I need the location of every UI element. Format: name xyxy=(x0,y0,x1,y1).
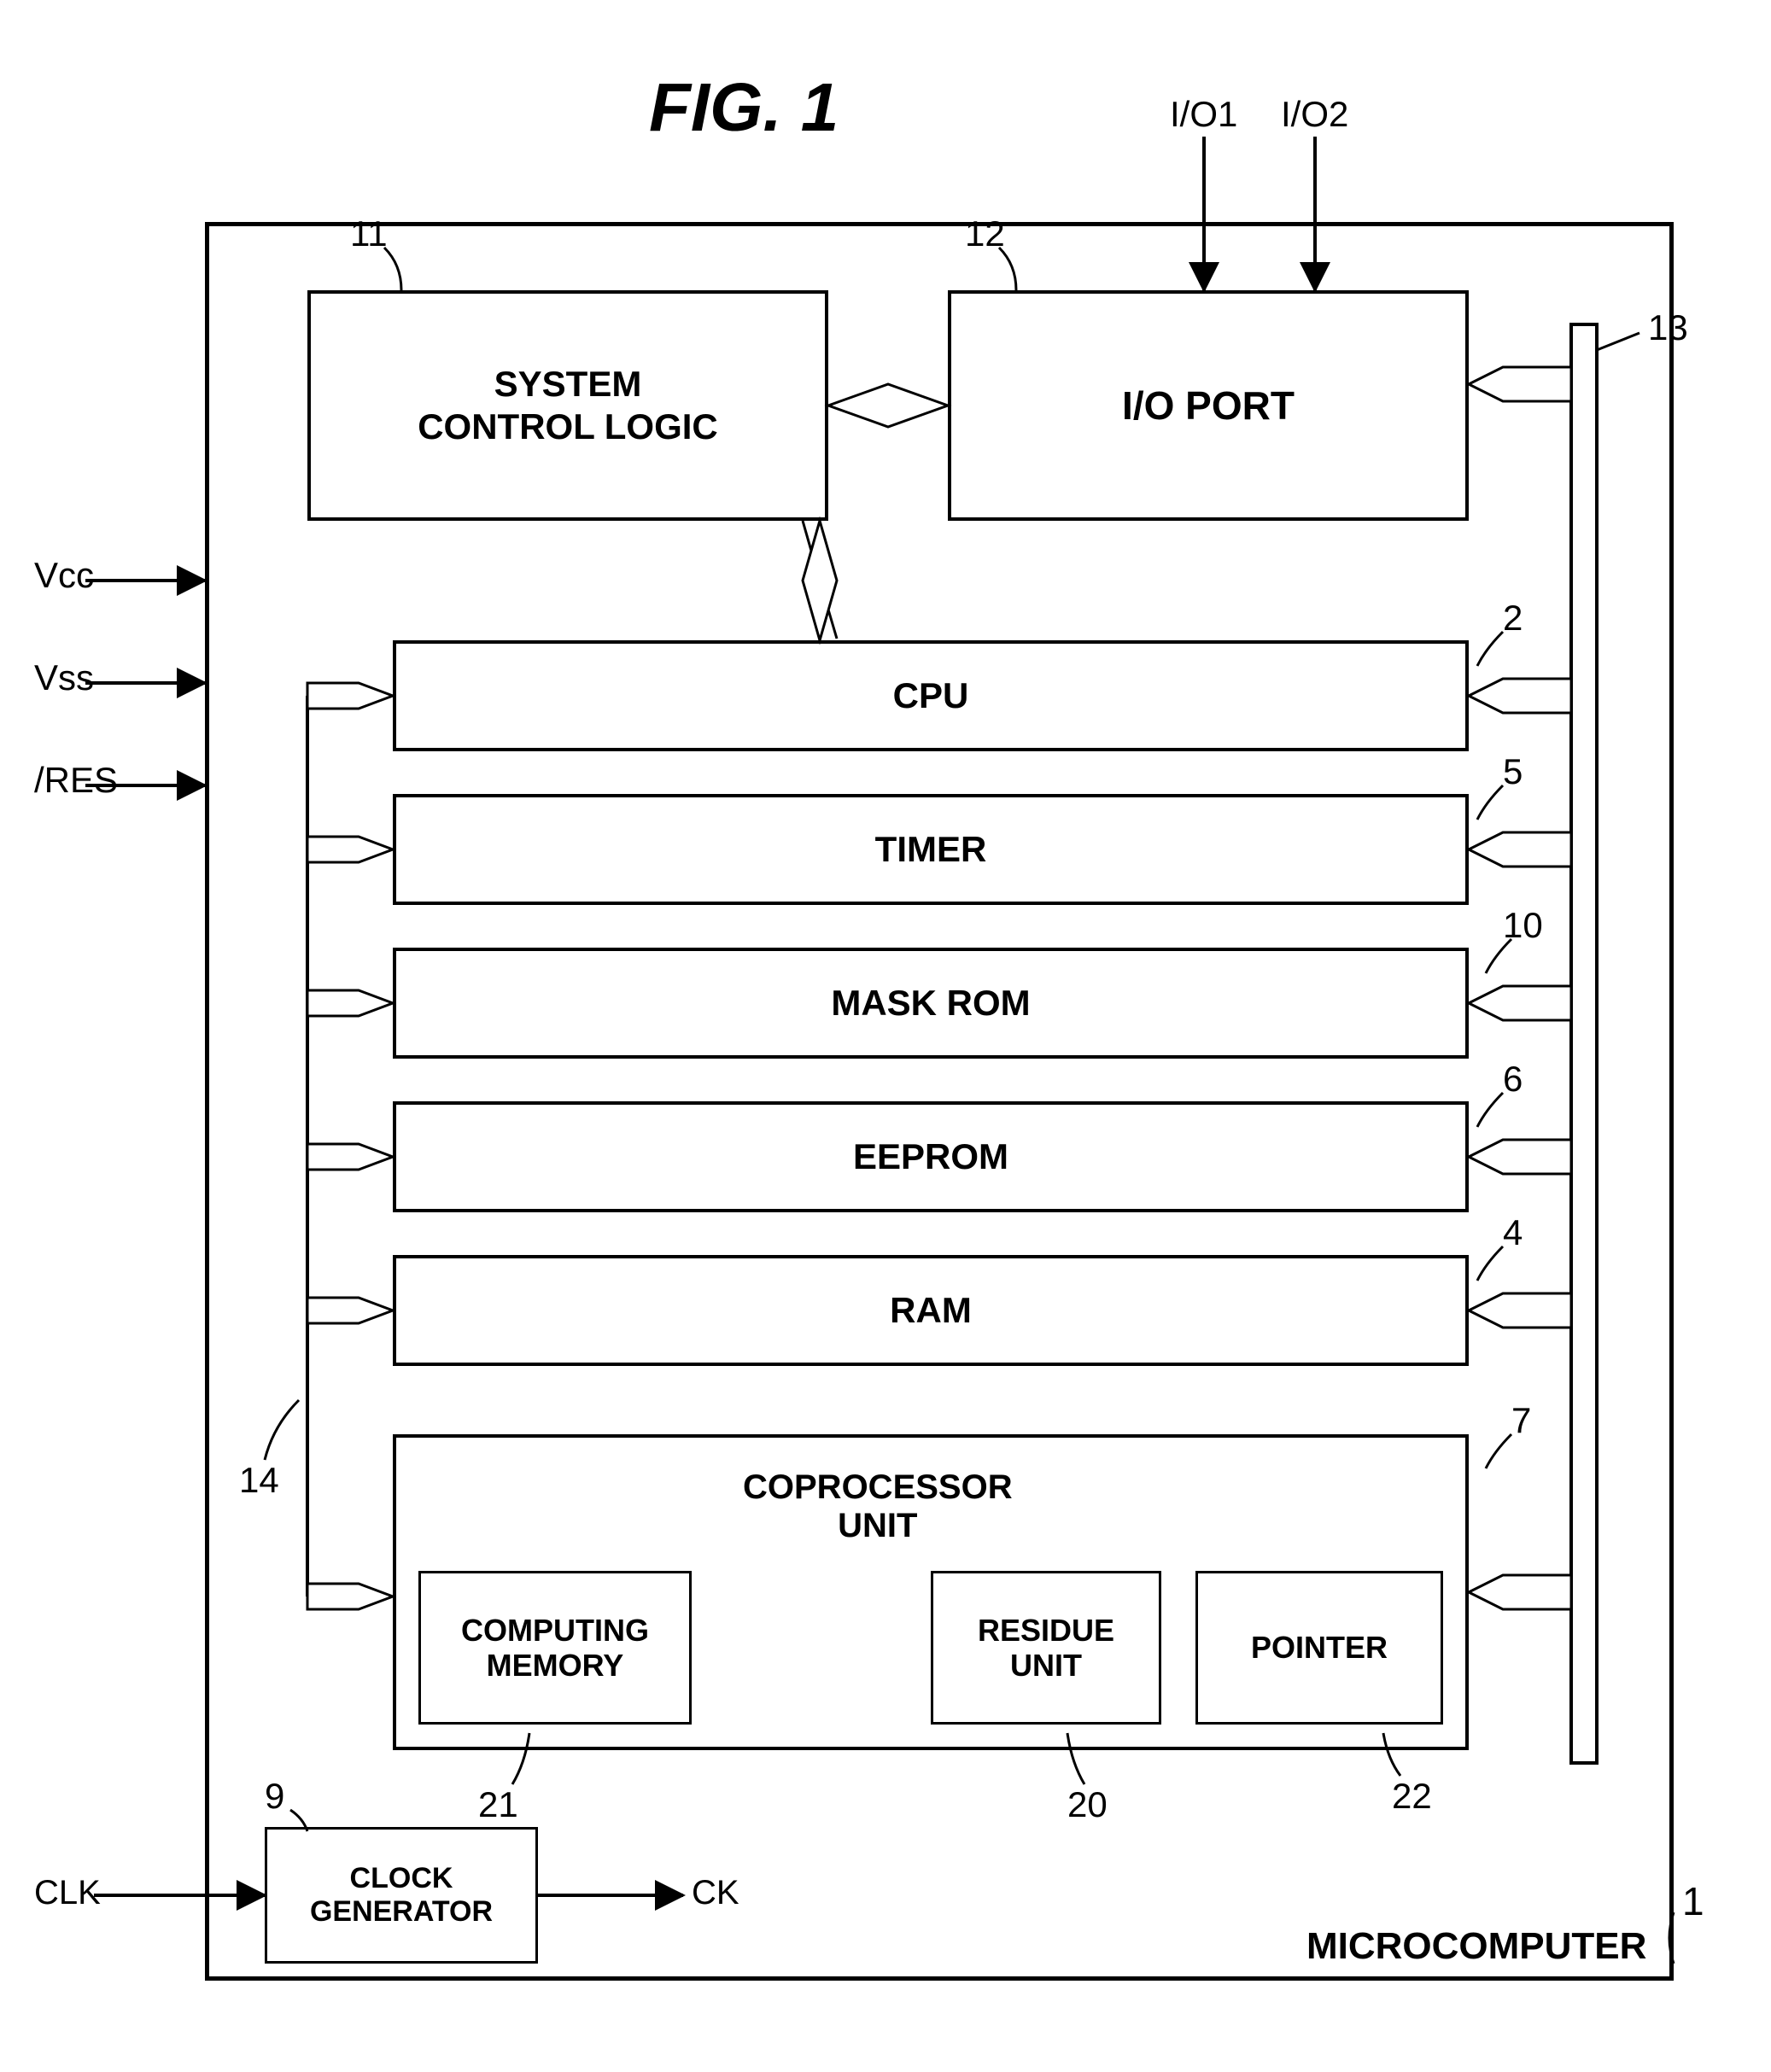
block-ram: RAM xyxy=(393,1255,1469,1366)
label-microcomputer: MICROCOMPUTER xyxy=(1306,1925,1646,1968)
block-clock: CLOCK GENERATOR xyxy=(265,1827,538,1964)
ref-11: 11 xyxy=(350,213,388,254)
ref-10: 10 xyxy=(1503,905,1543,946)
block-computing-memory: COMPUTING MEMORY xyxy=(418,1571,692,1725)
coprocessor-label: COPROCESSOR UNIT xyxy=(743,1468,1013,1545)
block-maskrom: MASK ROM xyxy=(393,948,1469,1059)
diagram-stage: FIG. 1 SYSTEM CONTROL LOGIC I/O PORT CPU… xyxy=(34,34,1771,2038)
block-residue: RESIDUE UNIT xyxy=(931,1571,1161,1725)
label-res: /RES xyxy=(34,760,118,801)
ref-22: 22 xyxy=(1392,1776,1432,1817)
ref-6: 6 xyxy=(1503,1059,1523,1100)
figure-title: FIG. 1 xyxy=(649,68,839,147)
ref-21: 21 xyxy=(478,1784,518,1825)
ref-12: 12 xyxy=(965,213,1005,254)
block-timer: TIMER xyxy=(393,794,1469,905)
ref-9: 9 xyxy=(265,1776,284,1817)
ref-2: 2 xyxy=(1503,598,1523,639)
block-scl: SYSTEM CONTROL LOGIC xyxy=(307,290,828,521)
block-eeprom: EEPROM xyxy=(393,1101,1469,1212)
block-ioport: I/O PORT xyxy=(948,290,1469,521)
ref-13: 13 xyxy=(1648,307,1688,348)
label-vss: Vss xyxy=(34,657,94,698)
block-pointer: POINTER xyxy=(1195,1571,1443,1725)
ref-5: 5 xyxy=(1503,751,1523,792)
label-io2: I/O2 xyxy=(1281,94,1348,135)
ref-1: 1 xyxy=(1682,1878,1704,1924)
block-cpu: CPU xyxy=(393,640,1469,751)
label-io1: I/O1 xyxy=(1170,94,1237,135)
label-clk: CLK xyxy=(34,1874,101,1912)
ref-14: 14 xyxy=(239,1460,279,1501)
label-ck: CK xyxy=(692,1874,739,1912)
ref-20: 20 xyxy=(1067,1784,1108,1825)
ref-7: 7 xyxy=(1511,1400,1531,1441)
label-vcc: Vcc xyxy=(34,555,94,596)
ref-4: 4 xyxy=(1503,1212,1523,1253)
